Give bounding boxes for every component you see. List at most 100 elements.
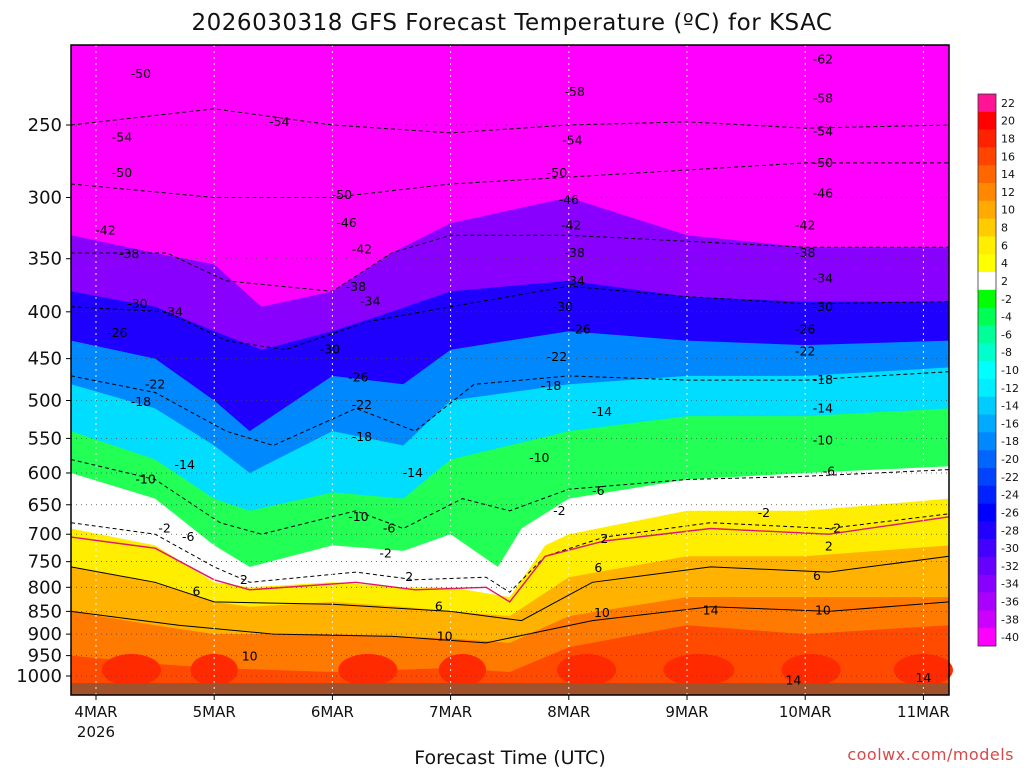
contour-label: -14 xyxy=(403,465,423,480)
colorbar-tick-label: -4 xyxy=(1001,311,1012,324)
colorbar-tick-label: -20 xyxy=(1001,453,1019,466)
contour-label: -42 xyxy=(795,218,815,233)
contour-line xyxy=(70,513,950,593)
colorbar-swatch xyxy=(978,361,996,380)
colorbar-tick-label: -2 xyxy=(1001,293,1012,306)
credit-text[interactable]: coolwx.com/models xyxy=(847,745,1014,764)
contour-label: -30 xyxy=(127,296,147,311)
contour-label: -14 xyxy=(174,457,194,472)
x-tick-label: 11MAR xyxy=(897,703,950,721)
contour-label: 6 xyxy=(193,583,201,598)
colorbar-swatch xyxy=(978,503,996,522)
colorbar-tick-label: -40 xyxy=(1001,631,1019,644)
contour-label: -38 xyxy=(795,245,815,260)
contour-label: -50 xyxy=(813,155,833,170)
contour-label: -22 xyxy=(352,397,372,412)
y-tick-label: 250 xyxy=(28,115,62,136)
contour-label: -6 xyxy=(592,483,605,498)
contour-line xyxy=(70,162,949,198)
contour-line xyxy=(70,601,950,644)
temperature-fields xyxy=(71,45,953,695)
chart-title: 2026030318 GFS Forecast Temperature (ºC)… xyxy=(192,10,833,36)
y-tick-label: 400 xyxy=(28,302,62,323)
y-tick-label: 500 xyxy=(28,391,62,412)
colorbar-swatch xyxy=(978,236,996,255)
plot-area: -50-54-54-50-50-46-42-42-38-38-34-30-34-… xyxy=(70,44,953,696)
colorbar-tick-label: -38 xyxy=(1001,613,1019,626)
contour-label: -54 xyxy=(112,130,132,145)
colorbar-swatch xyxy=(978,94,996,113)
contour-label: 10 xyxy=(242,648,258,663)
band-magenta xyxy=(71,45,949,307)
contour-label: 2 xyxy=(600,531,608,546)
contour-label: 14 xyxy=(785,673,801,688)
contour-label: -46 xyxy=(559,192,579,207)
colorbar-swatch xyxy=(978,129,996,148)
contour-label: 10 xyxy=(437,628,453,643)
contour-label: -54 xyxy=(269,114,289,129)
contour-label: -6 xyxy=(383,521,396,536)
ground-strip xyxy=(71,683,949,695)
colorbar-tick-label: -6 xyxy=(1001,328,1012,341)
contour-labels: -50-54-54-50-50-46-42-42-38-38-34-30-34-… xyxy=(95,52,931,688)
x-tick-label: 7MAR xyxy=(429,703,472,721)
contour-label: -2 xyxy=(553,503,565,518)
y-tick-label: 700 xyxy=(28,524,62,545)
colorbar-tick-label: -28 xyxy=(1001,524,1019,537)
contour-label: -34 xyxy=(813,271,833,286)
contour-label: -2 xyxy=(379,546,391,561)
contour-label: -2 xyxy=(158,521,170,536)
colorbar-tick-label: -8 xyxy=(1001,346,1012,359)
contour-label: -6 xyxy=(823,464,836,479)
contour-label: 2 xyxy=(825,539,833,554)
contour-label: -42 xyxy=(561,218,581,233)
y-axis: 2503003504004505005506006507007508008509… xyxy=(16,115,71,687)
colorbar-swatch xyxy=(978,254,996,273)
contour-label: -26 xyxy=(795,321,815,336)
x-axis: 4MAR 2026 5MAR 6MAR 7MAR 8MAR 9MAR 10MAR 11MAR xyxy=(74,695,950,741)
colorbar-frame xyxy=(977,93,997,647)
warm-patch xyxy=(556,653,617,686)
y-tick-label: 950 xyxy=(28,646,62,667)
y-tick-label: 300 xyxy=(28,188,62,209)
contour-label: -58 xyxy=(564,84,584,99)
colorbar-swatch xyxy=(978,628,996,647)
y-tick-label: 900 xyxy=(28,624,62,645)
contour-label: -2 xyxy=(758,505,770,520)
colorbar-tick-label: -10 xyxy=(1001,364,1019,377)
contour-line xyxy=(71,234,949,292)
colorbar-tick-label: -12 xyxy=(1001,382,1019,395)
contour-label: -10 xyxy=(529,450,549,465)
contour-label: -10 xyxy=(135,472,155,487)
colorbar-swatch xyxy=(978,467,996,487)
colorbar-tick-label: 18 xyxy=(1001,133,1015,146)
contour-label: 14 xyxy=(915,670,931,685)
warm-patch xyxy=(438,653,487,686)
colorbar-tick-label: 8 xyxy=(1001,222,1008,235)
contour-label: -14 xyxy=(813,400,833,415)
colorbar-swatch xyxy=(978,183,996,202)
x-tick-label: 9MAR xyxy=(665,703,708,721)
colorbar-swatch xyxy=(978,200,996,219)
contour-label: -26 xyxy=(570,321,590,336)
contour-label: 6 xyxy=(813,568,821,583)
colorbar-tick-label: -34 xyxy=(1001,578,1019,591)
colorbar-swatch xyxy=(978,343,996,362)
contour-label: -18 xyxy=(352,429,372,444)
y-tick-label: 450 xyxy=(28,349,62,370)
colorbar-tick-label: 14 xyxy=(1001,168,1015,181)
contour-label: -10 xyxy=(813,433,833,448)
contour-line xyxy=(70,555,950,622)
contour-label: -10 xyxy=(348,509,368,524)
colorbar-swatch xyxy=(978,325,996,344)
colorbar-tick-label: 20 xyxy=(1001,115,1015,128)
colorbar-tick-label: -14 xyxy=(1001,400,1019,413)
colorbar-swatch xyxy=(978,147,996,166)
contour-label: -18 xyxy=(131,394,151,409)
contour-label: -54 xyxy=(562,133,582,148)
contour-label: -46 xyxy=(336,215,356,230)
contour-line xyxy=(70,459,950,535)
contour-label: -30 xyxy=(320,342,340,357)
colorbar-tick-label: 2 xyxy=(1001,275,1008,288)
